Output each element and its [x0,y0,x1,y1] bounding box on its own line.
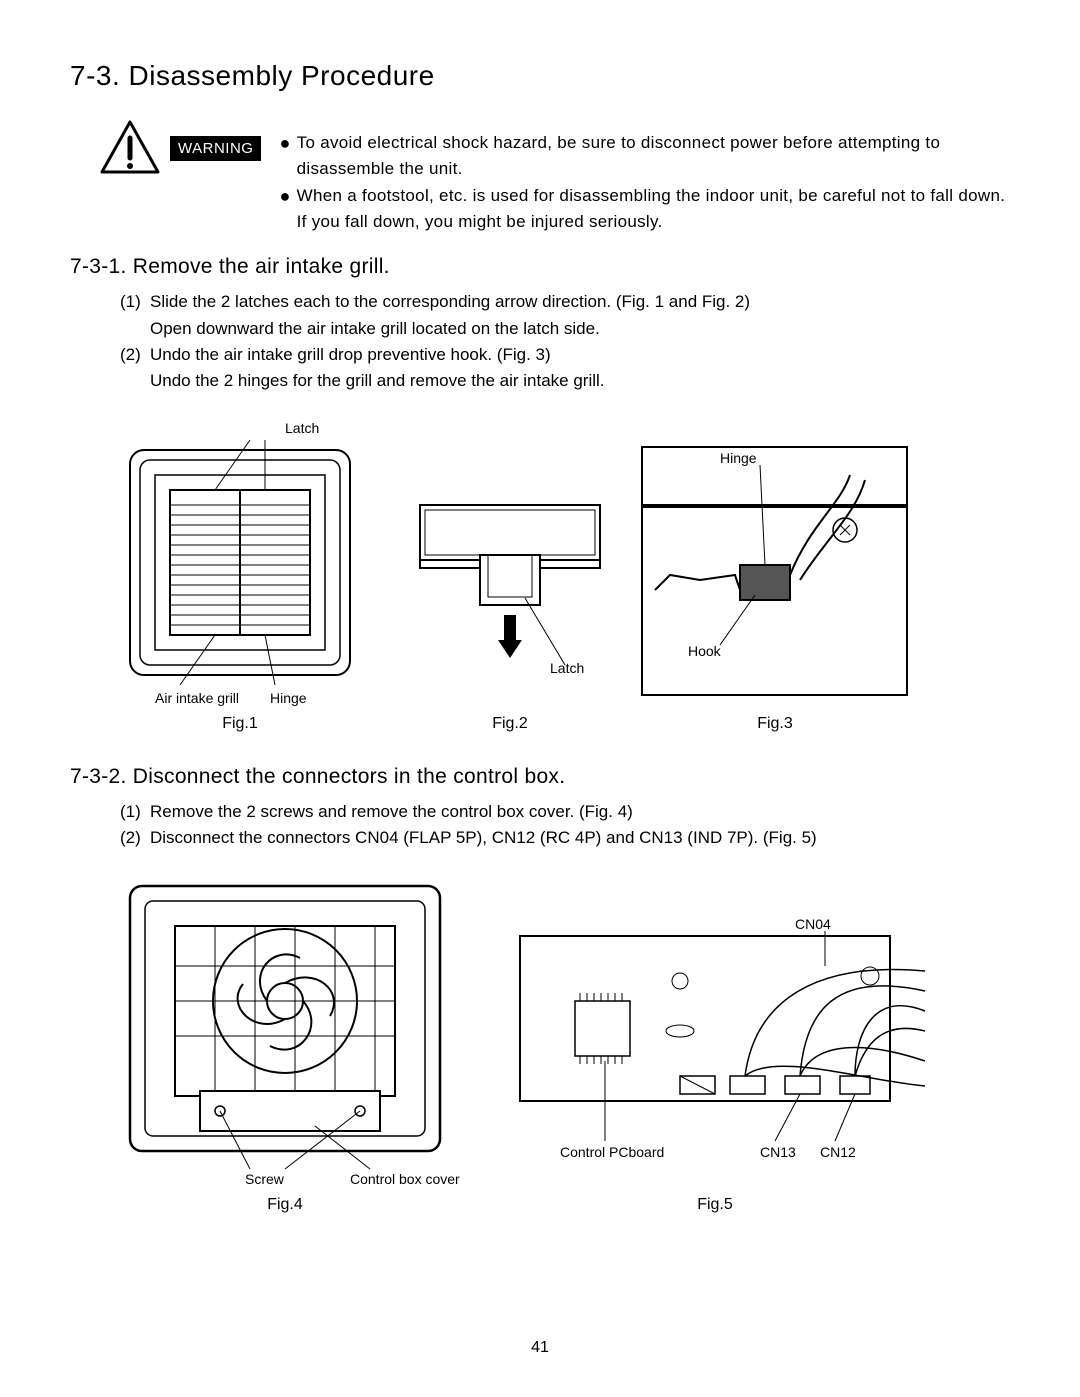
fig2-label-latch: Latch [550,660,584,676]
warning-bullet: ● When a footstool, etc. is used for dis… [279,183,1010,236]
fig1-caption: Fig.1 [120,715,360,733]
step-line: Slide the 2 latches each to the correspo… [150,289,1010,315]
fig2-caption: Fig.2 [400,715,620,733]
step: (2) Disconnect the connectors CN04 (FLAP… [120,825,1010,851]
fig1-label-grill: Air intake grill [155,690,239,706]
figure-4-diagram [115,876,455,1176]
warning-block: WARNING ● To avoid electrical shock haza… [100,120,1010,235]
bullet-icon: ● [279,130,290,183]
step-line: Undo the 2 hinges for the grill and remo… [150,368,1010,394]
step-body: Slide the 2 latches each to the correspo… [150,289,1010,342]
figures-row-1: Latch Air intake grill Hinge Fig.1 Latch… [70,415,1010,755]
fig5-label-pcboard: Control PCboard [560,1144,664,1160]
fig5-label-cn13: CN13 [760,1144,796,1160]
step-line: Open downward the air intake grill locat… [150,316,1010,342]
section1-steps: (1) Slide the 2 latches each to the corr… [120,289,1010,394]
step-number: (1) [120,799,150,825]
page: 7-3. Disassembly Procedure WARNING ● To … [0,0,1080,1397]
section2-steps: (1) Remove the 2 screws and remove the c… [120,799,1010,852]
fig4-label-cover: Control box cover [350,1171,460,1187]
fig1-label-latch: Latch [285,420,319,436]
warning-label: WARNING [170,136,261,161]
step: (1) Remove the 2 screws and remove the c… [120,799,1010,825]
fig5-label-cn12: CN12 [820,1144,856,1160]
fig4-caption: Fig.4 [115,1196,455,1214]
warning-bullet-text: When a footstool, etc. is used for disas… [297,183,1010,236]
fig3-label-hook: Hook [688,643,721,659]
page-title: 7-3. Disassembly Procedure [70,60,1010,92]
step-number: (2) [120,825,150,851]
step-line: Disconnect the connectors CN04 (FLAP 5P)… [150,825,1010,851]
bullet-icon: ● [279,183,290,236]
step: (2) Undo the air intake grill drop preve… [120,342,1010,395]
warning-text: ● To avoid electrical shock hazard, be s… [279,130,1010,235]
figure-3-diagram [640,445,910,705]
step-number: (2) [120,342,150,395]
step-number: (1) [120,289,150,342]
step-line: Undo the air intake grill drop preventiv… [150,342,1010,368]
section-heading: 7-3-2. Disconnect the connectors in the … [70,765,1010,789]
figure-5-diagram [515,931,935,1161]
step-line: Remove the 2 screws and remove the contr… [150,799,1010,825]
fig1-label-hinge: Hinge [270,690,307,706]
section-heading: 7-3-1. Remove the air intake grill. [70,255,1010,279]
step-body: Remove the 2 screws and remove the contr… [150,799,1010,825]
fig5-caption: Fig.5 [515,1196,915,1214]
step: (1) Slide the 2 latches each to the corr… [120,289,1010,342]
fig4-label-screw: Screw [245,1171,284,1187]
warning-bullet: ● To avoid electrical shock hazard, be s… [279,130,1010,183]
step-body: Undo the air intake grill drop preventiv… [150,342,1010,395]
fig3-label-hinge: Hinge [720,450,757,466]
step-body: Disconnect the connectors CN04 (FLAP 5P)… [150,825,1010,851]
figures-row-2: Screw Control box cover Fig.4 [70,876,1010,1226]
fig3-caption: Fig.3 [640,715,910,733]
fig5-label-cn04: CN04 [795,916,831,932]
warning-triangle-icon [100,120,160,175]
warning-bullet-text: To avoid electrical shock hazard, be sur… [297,130,1010,183]
figure-2-diagram [400,500,620,680]
figure-1-diagram [120,435,360,695]
page-number: 41 [0,1339,1080,1357]
